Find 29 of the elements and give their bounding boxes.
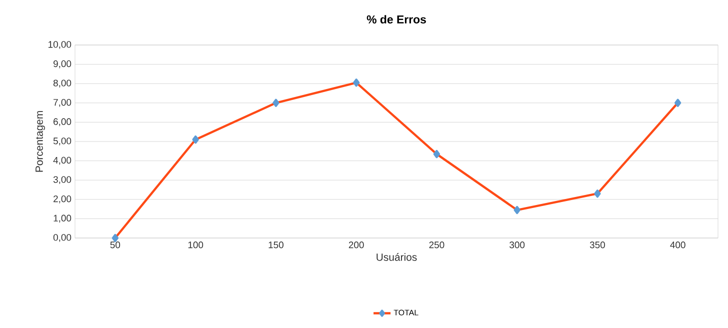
x-tick-label: 250: [429, 242, 444, 248]
y-axis-title: Porcentagem: [36, 111, 45, 172]
point: [192, 135, 199, 144]
x-axis-title: Usuários: [376, 253, 417, 261]
x-tick-label: 200: [348, 242, 364, 248]
x-tick-label: 100: [188, 242, 204, 248]
y-tick-label: 9,00: [54, 60, 72, 68]
y-tick-label: 1,00: [54, 214, 72, 223]
x-tick-label: 50: [110, 242, 120, 248]
chart-title: % de Erros: [366, 15, 426, 24]
x-tick-label: 150: [268, 242, 284, 248]
y-tick-label: 6,00: [54, 118, 72, 126]
point: [674, 98, 682, 107]
point: [594, 190, 601, 198]
x-tick-label: 350: [590, 242, 605, 248]
y-tick-label: 8,00: [53, 80, 72, 88]
point: [352, 78, 360, 87]
x-tick-label: 400: [670, 242, 686, 248]
point: [433, 150, 440, 158]
point: [272, 98, 280, 107]
y-tick-label: 2,00: [54, 195, 72, 204]
y-tick-label: 4,00: [53, 156, 72, 165]
y-tick-label: 7,00: [54, 98, 72, 107]
y-tick-label: 5,00: [53, 138, 72, 146]
point: [514, 206, 520, 214]
y-tick-label: 3,00: [53, 176, 72, 184]
x-tick-label: 300: [510, 242, 525, 248]
y-tick-label: 0,00: [53, 234, 72, 242]
y-tick-label: 10,00: [48, 41, 72, 49]
